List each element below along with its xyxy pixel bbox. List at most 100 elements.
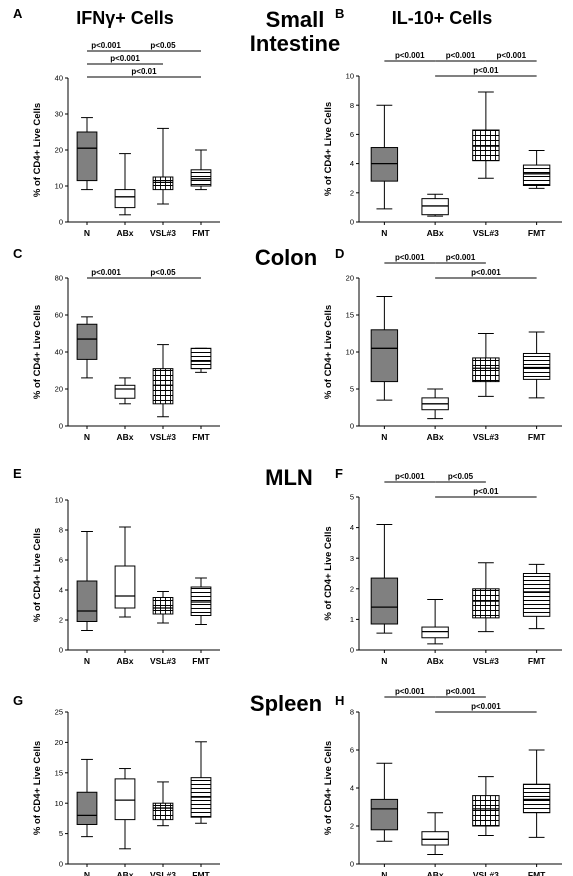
y-tick-label: 4 — [350, 159, 354, 168]
row-title-spleen: Spleen — [250, 691, 322, 716]
panel-f: F 0 1 2 3 4 5 % of CD4+ Live Cells N ABx VSL#3 FMT p… — [323, 466, 562, 666]
y-tick-label: 30 — [55, 110, 63, 119]
significance-label: p<0.001 — [496, 51, 526, 60]
y-tick-label: 10 — [55, 799, 63, 808]
box-body — [472, 129, 500, 162]
box-body — [522, 783, 551, 814]
y-axis-label-d: % of CD4+ Live Cells — [323, 305, 334, 399]
panel-e: E 0 2 4 6 8 10 % of CD4+ Live Cells N ABx VSL#3 FMT — [13, 466, 220, 666]
y-tick-label: 15 — [346, 311, 354, 320]
y-tick-label: 60 — [55, 311, 63, 320]
significance-label: p<0.05 — [150, 268, 176, 277]
box-body — [152, 597, 174, 615]
box-body — [421, 626, 449, 639]
significance-label: p<0.05 — [150, 41, 176, 50]
y-tick-label: 40 — [55, 348, 63, 357]
x-tick-label-abx: ABx — [427, 870, 444, 876]
x-tick-label-fmt: FMT — [528, 870, 546, 876]
box-body — [114, 384, 136, 399]
box-body — [76, 131, 98, 182]
x-tick-label-n: N — [84, 228, 90, 238]
significance-label: p<0.05 — [448, 472, 474, 481]
box-body — [76, 791, 98, 825]
box-abx — [114, 768, 136, 850]
box-fmt — [522, 331, 551, 399]
significance-label: p<0.001 — [91, 268, 121, 277]
y-tick-label: 6 — [350, 746, 354, 755]
panel-d: D 0 5 10 15 20 % of CD4+ Live Cells N ABx VSL#3 FM… — [323, 246, 562, 442]
panel-b: B IL-10+ Cells 0 2 4 6 8 10 % of CD4+ Live Cells… — [323, 6, 562, 238]
row-title-small-intestine-line1: Small — [266, 7, 325, 32]
y-tick-label: 8 — [350, 101, 354, 110]
panel-a: A IFNγ+ Cells 0 10 20 30 40 % of CD4+ Live Cell… — [13, 6, 220, 238]
box-body — [152, 176, 174, 191]
panel-letter-a: A — [13, 6, 23, 21]
significance-label: p<0.001 — [395, 472, 425, 481]
y-tick-label: 2 — [350, 188, 354, 197]
significance-label: p<0.001 — [471, 702, 501, 711]
x-tick-label-n: N — [84, 656, 90, 666]
box-body — [76, 580, 98, 622]
y-tick-label: 0 — [350, 860, 354, 869]
significance-label: p<0.01 — [473, 66, 499, 75]
panel-letter-f: F — [335, 466, 343, 481]
significance-label: p<0.001 — [446, 51, 476, 60]
box-abx — [421, 193, 449, 217]
significance-label: p<0.001 — [91, 41, 121, 50]
x-tick-label-vsl3: VSL#3 — [473, 432, 499, 442]
significance-label: p<0.001 — [471, 268, 501, 277]
panel-title-a: IFNγ+ Cells — [76, 8, 174, 28]
x-tick-label-abx: ABx — [116, 432, 133, 442]
panel-title-b: IL-10+ Cells — [392, 8, 493, 28]
box-body — [370, 147, 399, 182]
x-tick-label-abx: ABx — [427, 432, 444, 442]
y-tick-label: 4 — [350, 523, 354, 532]
box-vsl3 — [152, 591, 174, 624]
y-tick-label: 0 — [59, 422, 63, 431]
x-tick-label-abx: ABx — [116, 228, 133, 238]
y-tick-label: 25 — [55, 708, 63, 717]
y-tick-label: 20 — [55, 385, 63, 394]
y-tick-label: 8 — [59, 526, 63, 535]
y-tick-label: 2 — [350, 584, 354, 593]
box-body — [522, 352, 551, 380]
significance-label: p<0.01 — [131, 67, 157, 76]
y-tick-label: 20 — [346, 274, 354, 283]
significance-label: p<0.001 — [395, 253, 425, 262]
x-tick-label-n: N — [381, 432, 387, 442]
y-tick-label: 20 — [55, 146, 63, 155]
y-axis-label-h: % of CD4+ Live Cells — [323, 741, 334, 835]
significance-label: p<0.001 — [446, 687, 476, 696]
box-body — [114, 778, 136, 821]
row-title-small-intestine-line2: Intestine — [250, 31, 340, 56]
y-tick-label: 0 — [59, 860, 63, 869]
box-vsl3 — [472, 776, 500, 836]
y-axis-label-g: % of CD4+ Live Cells — [32, 741, 43, 835]
x-tick-label-vsl3: VSL#3 — [150, 656, 176, 666]
box-body — [190, 169, 212, 187]
box-vsl3 — [152, 127, 174, 205]
box-abx — [421, 388, 449, 420]
x-tick-label-vsl3: VSL#3 — [473, 656, 499, 666]
panel-letter-d: D — [335, 246, 344, 261]
panel-g: G 0 5 10 15 20 25 % of CD4+ Live Cells N ABx VSL#3… — [13, 693, 220, 876]
y-tick-label: 10 — [346, 348, 354, 357]
box-body — [152, 368, 174, 405]
x-tick-label-fmt: FMT — [192, 656, 210, 666]
x-tick-label-fmt: FMT — [528, 656, 546, 666]
y-tick-label: 0 — [350, 218, 354, 227]
x-tick-label-vsl3: VSL#3 — [150, 870, 176, 876]
panel-letter-b: B — [335, 6, 344, 21]
box-body — [152, 802, 174, 821]
box-body — [522, 573, 551, 617]
box-fmt — [190, 577, 212, 625]
box-fmt — [190, 347, 212, 373]
y-tick-label: 5 — [350, 493, 354, 502]
panel-letter-e: E — [13, 466, 22, 481]
y-tick-label: 4 — [350, 784, 354, 793]
significance-label: p<0.001 — [446, 253, 476, 262]
box-n — [76, 758, 98, 838]
box-n — [370, 104, 399, 210]
box-vsl3 — [472, 333, 500, 397]
